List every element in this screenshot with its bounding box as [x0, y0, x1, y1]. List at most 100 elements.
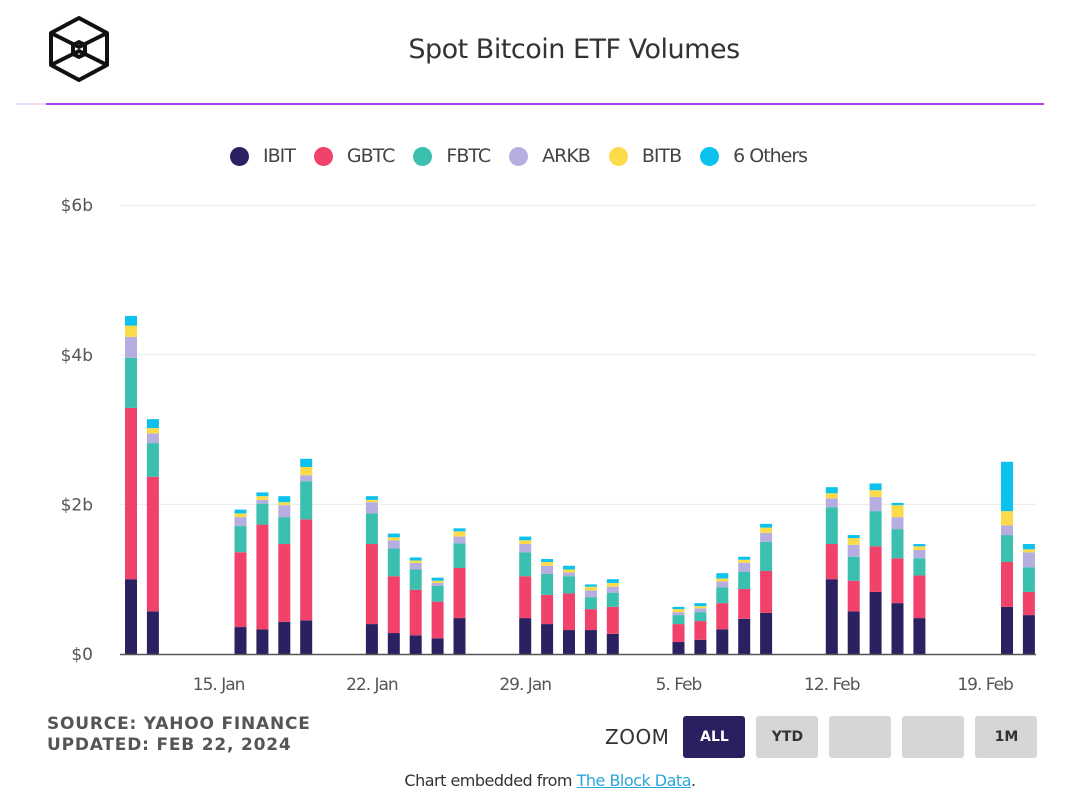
bar-segment-6-others[interactable] [125, 315, 137, 326]
bar-segment-fbtc[interactable] [1022, 567, 1035, 592]
bar-segment-ibit[interactable] [541, 624, 554, 654]
bar-segment-gbtc[interactable] [694, 621, 707, 640]
bar-segment-fbtc[interactable] [409, 569, 422, 590]
bar-segment-fbtc[interactable] [300, 481, 313, 520]
bar-segment-6-others[interactable] [146, 419, 159, 429]
bar-segment-6-others[interactable] [453, 528, 466, 532]
bar-segment-fbtc[interactable] [387, 548, 400, 577]
bar-segment-ibit[interactable] [125, 579, 137, 654]
bar-segment-ibit[interactable] [584, 630, 597, 654]
bar-segment-gbtc[interactable] [278, 544, 291, 622]
bar-segment-fbtc[interactable] [563, 576, 575, 594]
bar-segment-fbtc[interactable] [694, 612, 707, 622]
bar-segment-fbtc[interactable] [256, 503, 269, 525]
bar-segment-bitb[interactable] [825, 493, 838, 499]
bar-segment-bitb[interactable] [760, 527, 773, 533]
legend-item-ibit[interactable]: IBIT [230, 145, 296, 167]
zoom-blank-button-1[interactable] [829, 716, 892, 758]
bar-segment-6-others[interactable] [387, 533, 400, 538]
bar-segment-fbtc[interactable] [825, 507, 838, 545]
bar-segment-bitb[interactable] [563, 569, 575, 573]
bar-segment-bitb[interactable] [1001, 511, 1013, 526]
legend-item-fbtc[interactable]: FBTC [413, 145, 491, 167]
bar-segment-fbtc[interactable] [891, 529, 904, 559]
bar-segment-6-others[interactable] [869, 483, 882, 491]
bar-segment-arkb[interactable] [606, 586, 619, 593]
bar-segment-6-others[interactable] [365, 496, 378, 500]
bar-segment-fbtc[interactable] [869, 511, 882, 547]
bar-segment-gbtc[interactable] [256, 524, 269, 630]
bar-segment-gbtc[interactable] [825, 544, 838, 580]
legend-item-bitb[interactable]: BITB [608, 145, 682, 167]
bar-segment-gbtc[interactable] [869, 546, 882, 592]
bar-segment-6-others[interactable] [256, 492, 269, 497]
bar-segment-bitb[interactable] [146, 428, 159, 434]
bar-segment-6-others[interactable] [1022, 544, 1035, 550]
bar-segment-ibit[interactable] [256, 629, 269, 654]
bar-segment-fbtc[interactable] [1001, 535, 1013, 562]
bar-segment-ibit[interactable] [738, 618, 751, 654]
bar-segment-gbtc[interactable] [584, 609, 597, 631]
bar-segment-arkb[interactable] [1001, 525, 1013, 536]
bar-segment-bitb[interactable] [453, 531, 466, 537]
bar-segment-ibit[interactable] [694, 639, 707, 654]
bar-segment-gbtc[interactable] [563, 593, 575, 631]
bar-segment-arkb[interactable] [453, 536, 466, 544]
bar-segment-gbtc[interactable] [913, 575, 926, 619]
bar-segment-6-others[interactable] [563, 565, 575, 570]
bar-segment-fbtc[interactable] [146, 443, 159, 477]
bar-segment-bitb[interactable] [694, 606, 707, 609]
bar-segment-arkb[interactable] [672, 612, 685, 616]
bar-segment-gbtc[interactable] [300, 519, 313, 621]
bar-segment-gbtc[interactable] [738, 588, 751, 619]
bar-segment-bitb[interactable] [869, 490, 882, 497]
bar-segment-gbtc[interactable] [672, 624, 685, 643]
bar-segment-gbtc[interactable] [847, 580, 860, 612]
bar-segment-ibit[interactable] [847, 611, 860, 654]
bar-segment-arkb[interactable] [716, 581, 729, 588]
bar-segment-fbtc[interactable] [738, 571, 751, 589]
bar-segment-fbtc[interactable] [760, 541, 773, 571]
bar-segment-ibit[interactable] [760, 612, 773, 654]
bar-segment-6-others[interactable] [409, 557, 422, 561]
bar-segment-arkb[interactable] [278, 505, 291, 518]
bar-segment-bitb[interactable] [300, 467, 313, 476]
bar-segment-arkb[interactable] [146, 433, 159, 444]
bar-segment-fbtc[interactable] [125, 357, 137, 408]
bar-segment-arkb[interactable] [869, 496, 882, 512]
bar-segment-6-others[interactable] [541, 559, 554, 562]
bar-segment-ibit[interactable] [278, 621, 291, 654]
bar-segment-gbtc[interactable] [234, 552, 247, 628]
bar-segment-gbtc[interactable] [125, 407, 137, 580]
bar-segment-arkb[interactable] [387, 540, 400, 549]
bar-segment-fbtc[interactable] [847, 556, 860, 581]
bar-segment-arkb[interactable] [1022, 552, 1035, 568]
bar-segment-arkb[interactable] [300, 475, 313, 482]
bar-segment-arkb[interactable] [760, 532, 773, 542]
bar-segment-arkb[interactable] [365, 502, 378, 514]
bar-segment-6-others[interactable] [825, 487, 838, 494]
zoom-blank-button-2[interactable] [902, 716, 965, 758]
bar-segment-6-others[interactable] [672, 606, 685, 610]
bar-segment-bitb[interactable] [365, 499, 378, 503]
bar-segment-fbtc[interactable] [672, 615, 685, 625]
bar-segment-ibit[interactable] [519, 618, 532, 654]
bar-segment-arkb[interactable] [519, 544, 532, 553]
bar-segment-fbtc[interactable] [584, 597, 597, 610]
bar-segment-arkb[interactable] [738, 562, 751, 572]
bar-segment-arkb[interactable] [125, 336, 137, 358]
bar-segment-ibit[interactable] [387, 633, 400, 654]
bar-segment-6-others[interactable] [584, 584, 597, 587]
bar-segment-fbtc[interactable] [278, 517, 291, 545]
bar-segment-gbtc[interactable] [365, 544, 378, 625]
bar-segment-6-others[interactable] [1001, 461, 1013, 512]
bar-segment-gbtc[interactable] [760, 570, 773, 613]
bar-segment-ibit[interactable] [672, 642, 685, 654]
zoom-ytd-button[interactable]: YTD [756, 716, 819, 758]
bar-segment-arkb[interactable] [563, 572, 575, 577]
bar-segment-gbtc[interactable] [1022, 591, 1035, 616]
bar-segment-gbtc[interactable] [606, 606, 619, 634]
bar-segment-arkb[interactable] [431, 582, 444, 586]
bar-segment-ibit[interactable] [234, 627, 247, 654]
bar-segment-ibit[interactable] [869, 591, 882, 654]
